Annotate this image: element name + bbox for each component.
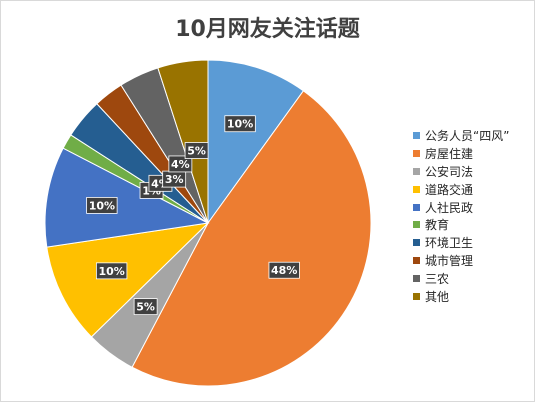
svg-text:10%: 10% bbox=[89, 199, 115, 212]
legend-swatch bbox=[413, 185, 420, 193]
pie-slice-4 bbox=[46, 222, 210, 338]
svg-text:4%: 4% bbox=[171, 158, 190, 171]
pie-slice-10 bbox=[157, 59, 209, 224]
legend-swatch bbox=[413, 221, 420, 229]
svg-text:3%: 3% bbox=[165, 173, 184, 186]
svg-text:5%: 5% bbox=[187, 145, 206, 158]
legend-swatch bbox=[413, 150, 420, 158]
legend-item-8: 城市管理 bbox=[413, 252, 509, 270]
legend-swatch bbox=[413, 256, 420, 264]
legend-swatch bbox=[413, 132, 420, 140]
legend-item-5: 人社民政 bbox=[413, 198, 509, 216]
data-label-1: 10% bbox=[224, 115, 256, 133]
legend-label: 其他 bbox=[425, 289, 450, 304]
data-label-3: 5% bbox=[133, 298, 158, 316]
legend-label: 道路交通 bbox=[425, 182, 474, 197]
legend-item-9: 三农 bbox=[413, 269, 509, 287]
legend-item-2: 房屋住建 bbox=[413, 145, 509, 163]
legend-swatch bbox=[413, 203, 420, 211]
chart-title: 10月网友关注话题 bbox=[175, 17, 360, 42]
legend-label: 教育 bbox=[425, 218, 450, 233]
legend-item-3: 公安司法 bbox=[413, 163, 509, 181]
legend-swatch bbox=[413, 274, 420, 282]
svg-text:10%: 10% bbox=[98, 265, 124, 278]
legend-label: 公务人员“四风” bbox=[425, 129, 510, 144]
svg-text:5%: 5% bbox=[136, 301, 155, 314]
svg-text:10%: 10% bbox=[227, 118, 253, 131]
svg-text:48%: 48% bbox=[271, 264, 297, 277]
data-label-5: 10% bbox=[86, 197, 118, 214]
legend: 公务人员“四风” 房屋住建公安司法道路交通人社民政教育环境卫生城市管理三农其他 bbox=[413, 127, 509, 305]
legend-label: 房屋住建 bbox=[425, 147, 474, 162]
pie-slice-5 bbox=[44, 147, 210, 248]
legend-item-7: 环境卫生 bbox=[413, 234, 509, 252]
data-label-2: 48% bbox=[268, 261, 300, 279]
data-label-4: 10% bbox=[96, 262, 128, 280]
legend-label: 公安司法 bbox=[425, 164, 474, 179]
legend-item-4: 道路交通 bbox=[413, 180, 509, 198]
pie-slice-1 bbox=[207, 59, 305, 225]
legend-item-6: 教育 bbox=[413, 216, 509, 234]
legend-label: 三农 bbox=[425, 271, 450, 286]
data-label-8: 3% bbox=[162, 170, 187, 188]
legend-swatch bbox=[413, 239, 420, 247]
pie-slice-2 bbox=[131, 90, 372, 387]
data-label-10: 5% bbox=[184, 142, 209, 159]
legend-swatch bbox=[413, 292, 420, 300]
legend-item-1: 公务人员“四风” bbox=[413, 127, 509, 145]
legend-swatch bbox=[413, 167, 420, 175]
legend-label: 环境卫生 bbox=[425, 236, 474, 251]
data-label-9: 4% bbox=[168, 155, 193, 173]
legend-item-10: 其他 bbox=[413, 287, 509, 305]
legend-label: 人社民政 bbox=[425, 200, 474, 215]
legend-label: 城市管理 bbox=[425, 253, 474, 268]
